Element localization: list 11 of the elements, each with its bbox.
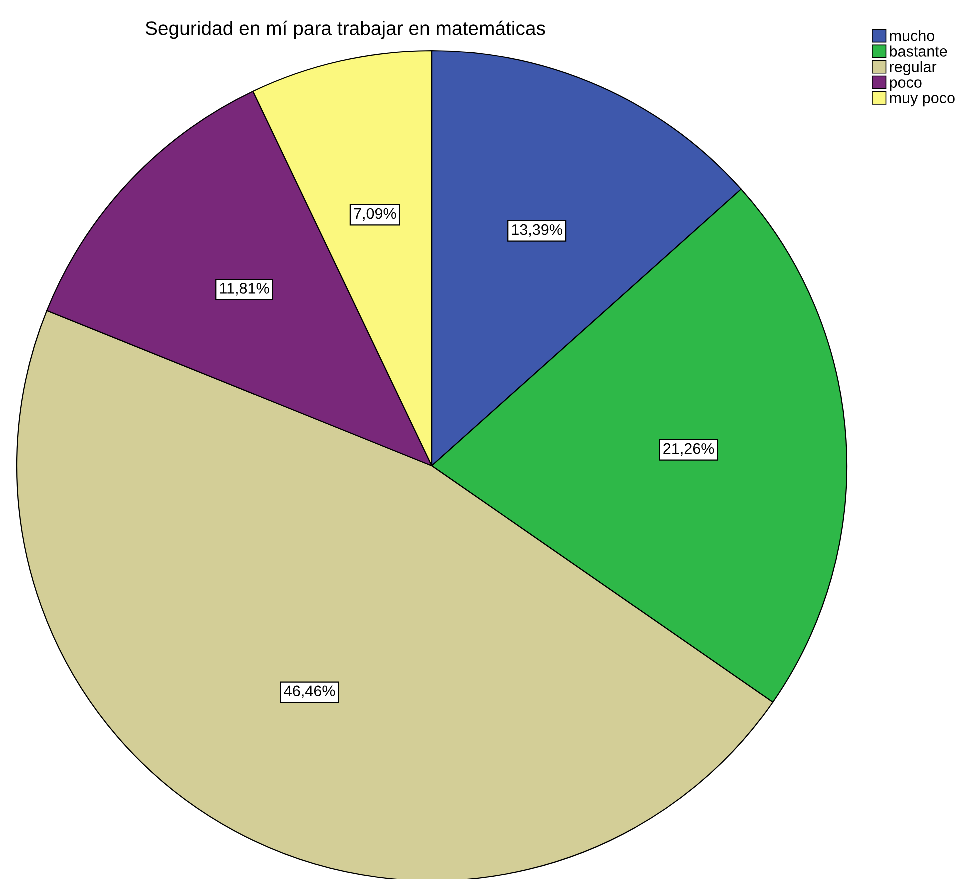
legend-label: mucho	[890, 30, 935, 42]
data-label: 7,09%	[354, 208, 396, 221]
legend-label: muy poco	[890, 95, 955, 107]
data-label: 21,26%	[664, 443, 714, 456]
legend-label: regular	[890, 61, 937, 76]
legend-label: bastante	[890, 46, 948, 57]
data-label: 13,39%	[512, 224, 562, 238]
data-label: 11,81%	[220, 283, 270, 296]
legend-label: poco	[890, 80, 922, 92]
chart-title: Seguridad en mí para trabajar en matemáticas	[146, 20, 546, 40]
data-label: 46,46%	[284, 686, 336, 698]
